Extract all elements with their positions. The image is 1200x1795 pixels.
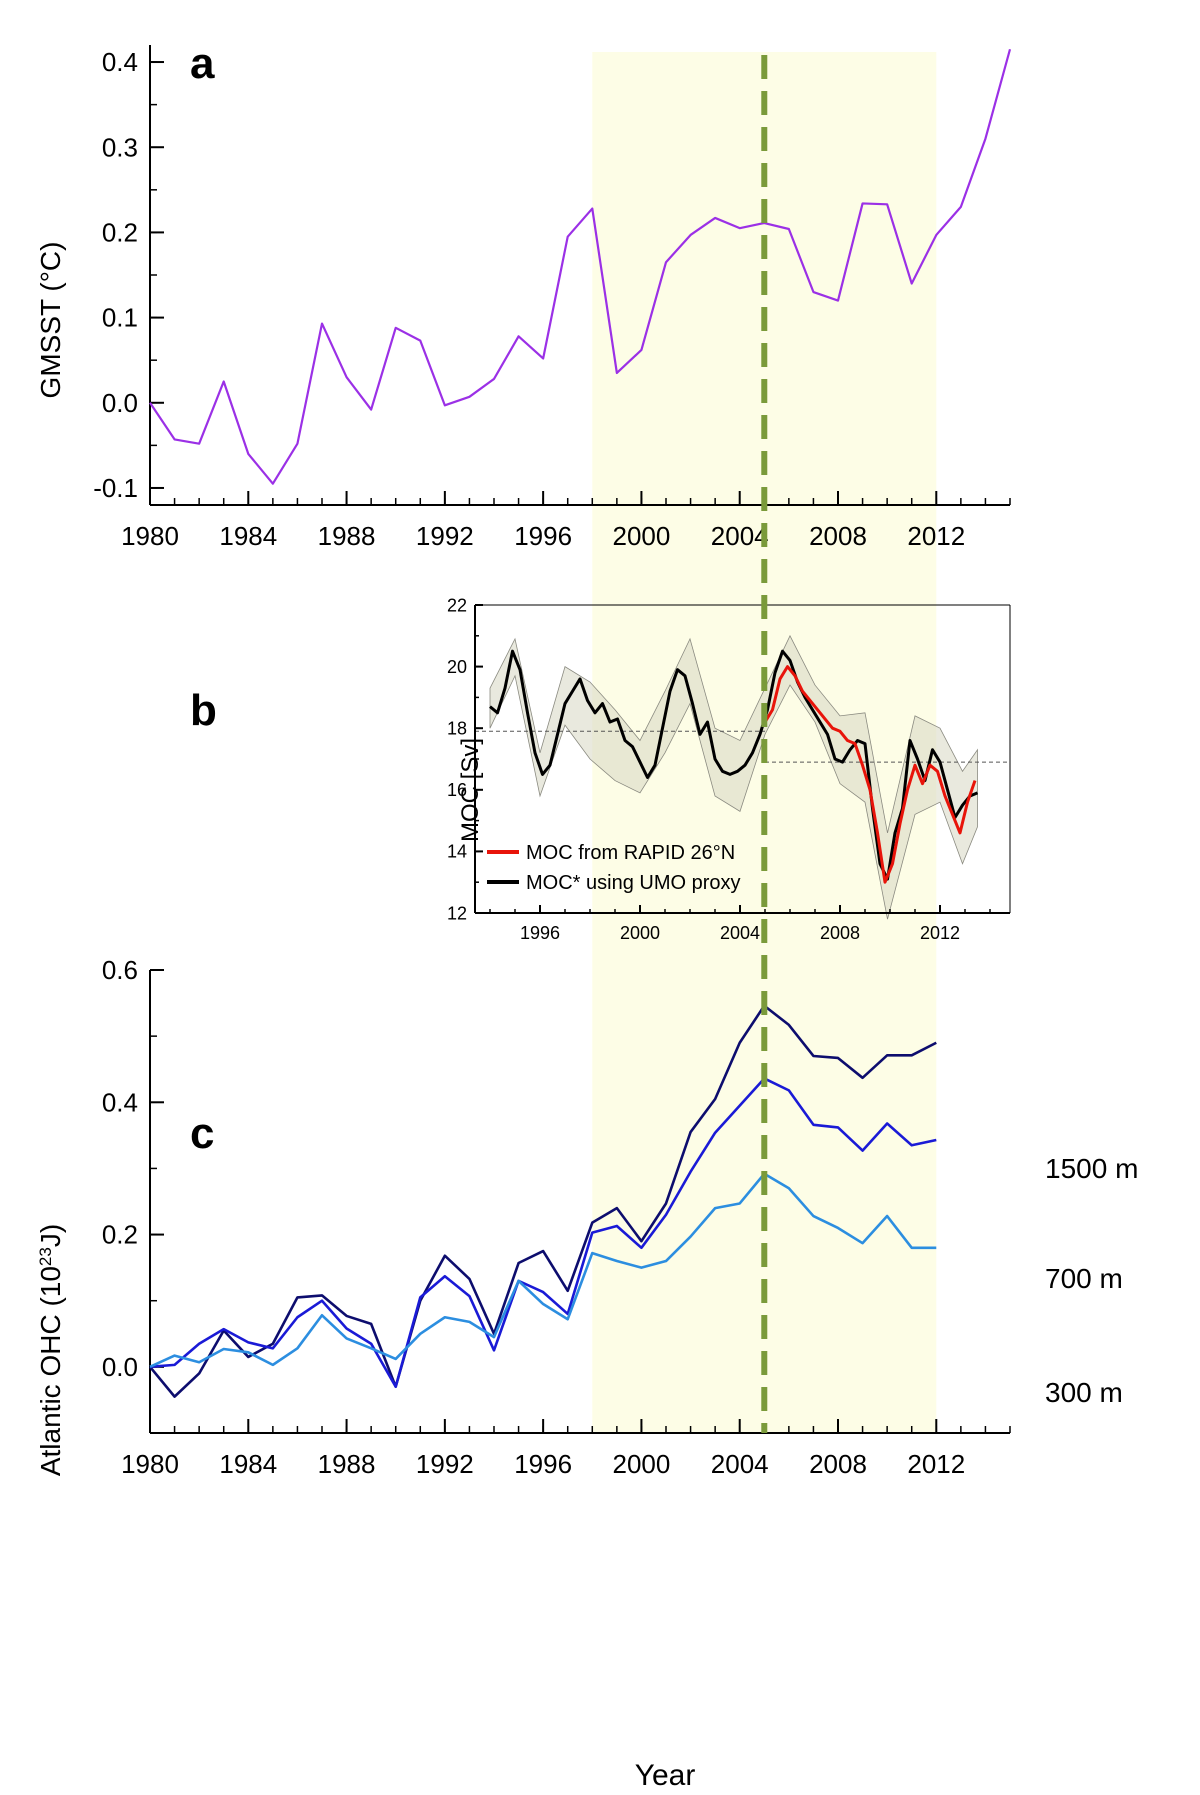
panel-c-y-tick-label: 0.4 [102,1087,138,1117]
panel-a-x-tick-label: 1988 [318,521,376,551]
panel-c-series-label: 700 m [1045,1263,1123,1294]
panel-b-x-tick-label: 2000 [620,923,660,943]
panel-a-y-tick-label: 0.0 [102,388,138,418]
panel-c-x-tick-label: 2004 [711,1449,769,1479]
panel-a-x-tick-label: 1996 [514,521,572,551]
panel-b-uncertainty-band [489,634,978,920]
panel-c-x-tick-label: 1992 [416,1449,474,1479]
panel-c-y-tick-label: 0.2 [102,1220,138,1250]
panel-a-x-tick-label: 1992 [416,521,474,551]
panel-b-series-line [763,665,977,884]
panel-c-y-tick-label: 0.0 [102,1352,138,1382]
panel-c-series-label: 300 m [1045,1377,1123,1408]
panel-c-series-line [149,1172,937,1369]
panel-b-y-tick-label: 16 [447,780,467,800]
panel-b-series-line [489,649,979,881]
panel-c-series-line [148,1004,937,1398]
panel-b-letter: b [190,686,217,735]
panel-c-series-line [149,1077,937,1388]
panel-a-x-tick-label: 1984 [219,521,277,551]
panel-b-moc: b MOC [Sv] 1996 2000 2004 2008 2012121416182… [190,595,1011,943]
panel-a-y-tick-label: -0.1 [93,473,138,503]
panel-a-y-tick-label: 0.2 [102,218,138,248]
panel-a-y-tick-label: 0.3 [102,132,138,162]
panel-c-x-tick-label: 1988 [318,1449,376,1479]
panel-a-x-tick-label: 2008 [809,521,867,551]
panel-b-y-tick-label: 14 [447,842,467,862]
panel-c-y-tick-label: 0.6 [102,955,138,985]
panel-b-x-tick-label: 2004 [720,923,760,943]
panel-a-letter: a [190,39,215,88]
panel-a-y-tick-label: 0.4 [102,47,138,77]
panel-a-x-tick-label: 2004 [711,521,769,551]
panel-c-x-tick-label: 2008 [809,1449,867,1479]
panel-b-y-tick-label: 22 [447,595,467,615]
panel-c-x-tick-label: 2012 [907,1449,965,1479]
panel-b-y-tick-label: 20 [447,657,467,677]
panel-c-x-axis-label: Year [635,1759,696,1792]
panel-c-x-tick-label: 1996 [514,1449,572,1479]
panel-b-x-tick-label: 2008 [820,923,860,943]
panel-b-y-tick-label: 18 [447,719,467,739]
panel-c-x-tick-label: 2000 [613,1449,671,1479]
panel-a-y-tick-label: 0.1 [102,303,138,333]
panel-b-y-tick-label: 12 [447,903,467,923]
panel-a-y-axis-label: GMSST (°C) [35,242,66,399]
panel-b-legend-label: MOC from RAPID 26°N [526,842,735,864]
panel-b-x-tick-label: 2012 [920,923,960,943]
panel-a-x-tick-label: 2000 [613,521,671,551]
panel-a-series-line [149,48,1012,485]
panel-c-ohc: c Atlantic OHC (1023J) Year 1980 1984 1988… [35,955,1138,1792]
panel-c-series-label: 1500 m [1045,1153,1138,1184]
panel-b-x-tick-label: 1996 [520,923,560,943]
panel-c-x-tick-label: 1980 [121,1449,179,1479]
panel-a-x-tick-label: 1980 [121,521,179,551]
panel-a-x-tick-label: 2012 [907,521,965,551]
panel-b-legend-label: MOC* using UMO proxy [526,872,741,894]
panel-a-gmsst: a GMSST (°C) 1980 1984 1988 1992 1996 2000 200… [35,39,1012,551]
panel-c-letter: c [190,1109,214,1158]
panel-c-x-tick-label: 1984 [219,1449,277,1479]
